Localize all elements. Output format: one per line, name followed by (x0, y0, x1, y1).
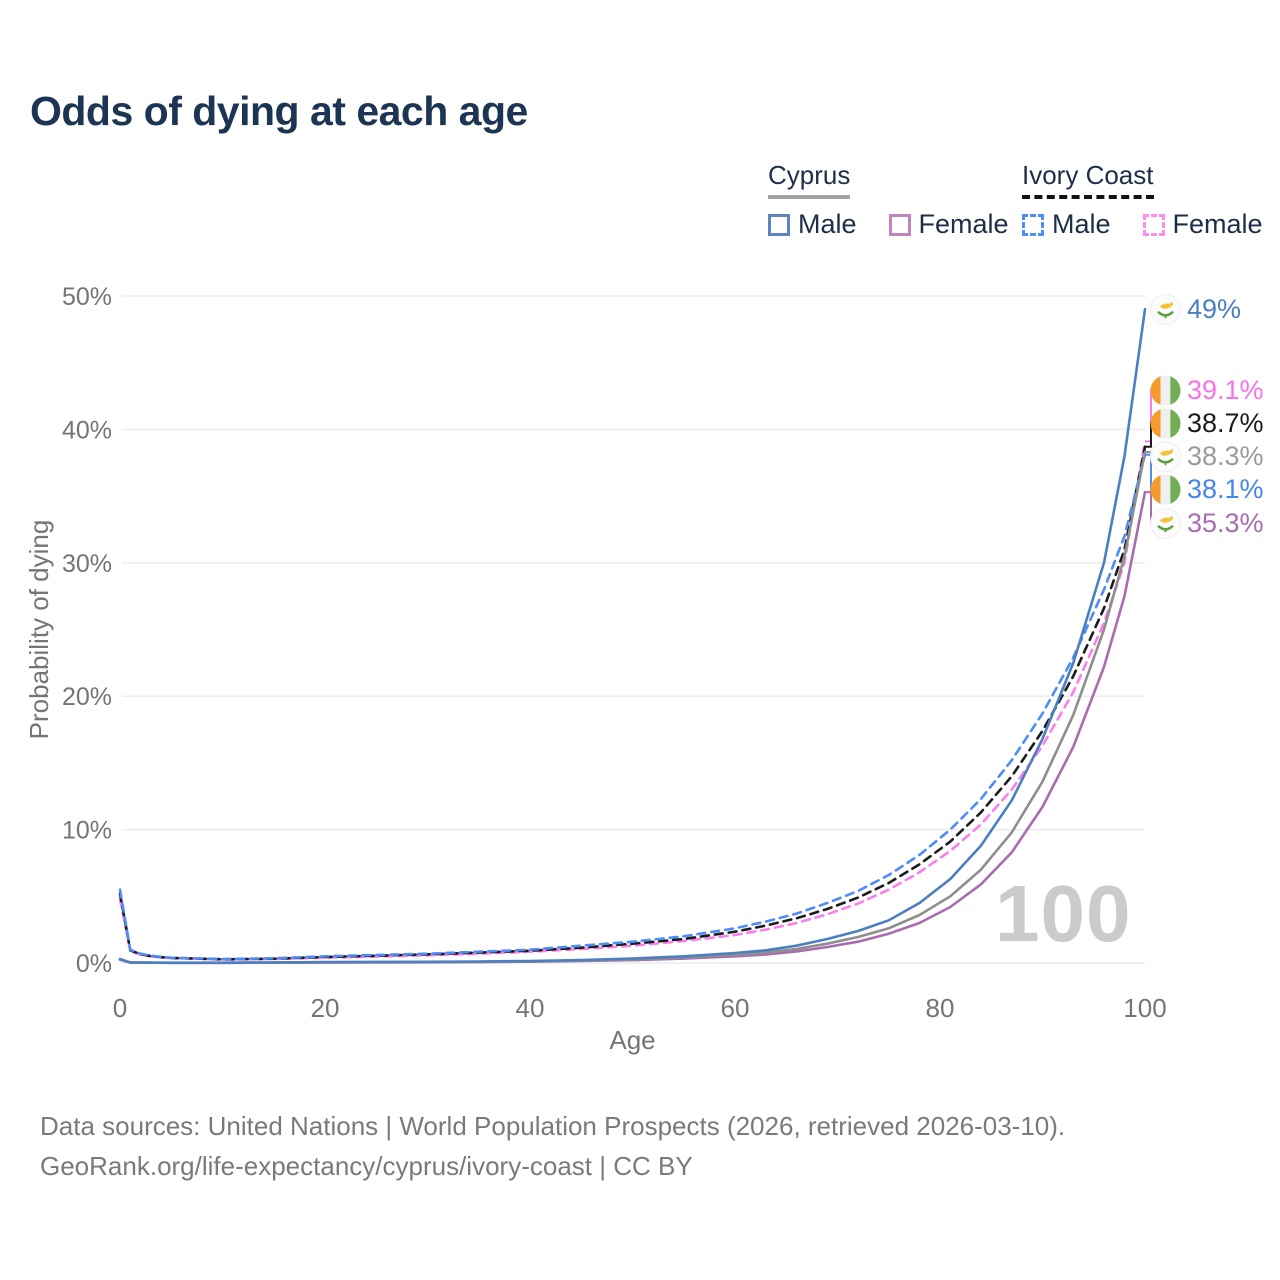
end-label-value: 38.3% (1187, 441, 1264, 471)
y-tick-label: 0% (76, 950, 112, 978)
end-label-value: 38.1% (1187, 474, 1264, 505)
legend-label-cyprus-male[interactable]: Male (798, 209, 857, 239)
legend-label-cyprus-female[interactable]: Female (918, 209, 1009, 239)
end-label-cyprus-all[interactable]: 38.3% (1150, 440, 1264, 474)
legend: Cyprus Male Female Ivory Coast Male Fema… (0, 160, 1280, 250)
line-chart: 0% 10% 20% 30% 40% 50% 0 20 40 60 80 100 Age Probabil… (24, 283, 1167, 1055)
x-tick-label: 0 (113, 993, 127, 1023)
cyprus-flag-icon (1150, 507, 1181, 539)
ivory-coast-female-swatch-icon[interactable] (1142, 213, 1165, 236)
x-tick-label: 40 (516, 993, 545, 1023)
series-line-cyprus-all[interactable] (118, 450, 1147, 965)
legend-group-ivory-coast: Ivory Coast Male Female (1022, 160, 1263, 240)
cyprus-flag-icon (1150, 293, 1181, 325)
page-title: Odds of dying at each age (30, 88, 528, 134)
x-tick-label: 100 (1123, 993, 1166, 1023)
x-tick-label: 80 (926, 993, 955, 1023)
series-line-cyprus-male[interactable] (118, 307, 1147, 965)
cyprus-female-swatch-icon[interactable] (888, 213, 911, 236)
legend-group-cyprus: Cyprus Male Female (768, 160, 1009, 240)
series-line-ivory-coast-female[interactable] (118, 440, 1147, 961)
age-counter-watermark: 100 (995, 869, 1132, 958)
series-line-ivory-coast-male[interactable] (118, 453, 1147, 961)
x-tick-label: 20 (311, 993, 340, 1023)
end-label-value: 38.7% (1187, 407, 1264, 438)
legend-label-ivory-coast-female[interactable]: Female (1172, 209, 1263, 239)
y-tick-label: 50% (62, 283, 112, 311)
end-label-ivory-coast-all[interactable]: 38.7% (1150, 406, 1264, 440)
cyprus-male-swatch-icon[interactable] (768, 213, 790, 236)
x-tick-label: 60 (721, 993, 750, 1023)
ivory-coast-flag-icon (1150, 374, 1181, 406)
end-label-value: 39.1% (1187, 374, 1264, 405)
y-tick-label: 30% (62, 550, 112, 578)
legend-header-cyprus: Cyprus (768, 160, 851, 199)
end-label-cyprus-female[interactable]: 35.3% (1150, 506, 1264, 540)
attribution-link[interactable]: GeoRank.org/life-expectancy/cyprus/ivory… (40, 1151, 693, 1181)
legend-header-ivory-coast: Ivory Coast (1022, 160, 1154, 199)
series-line-ivory-coast-all[interactable] (118, 445, 1147, 961)
y-tick-label: 10% (62, 817, 112, 845)
end-label-value: 35.3% (1187, 507, 1264, 538)
footer: Data sources: United Nations | World Pop… (40, 1106, 1065, 1186)
cyprus-flag-icon (1150, 441, 1181, 472)
x-axis-title: Age (609, 1025, 655, 1055)
ivory-coast-flag-icon (1150, 474, 1181, 505)
ivory-coast-male-swatch-icon[interactable] (1022, 213, 1044, 236)
end-label-value: 49% (1187, 293, 1242, 324)
ivory-coast-flag-icon (1150, 408, 1181, 439)
end-label-ivory-coast-male[interactable]: 38.1% (1150, 473, 1264, 507)
data-sources-text: Data sources: United Nations | World Pop… (40, 1111, 1066, 1141)
y-tick-label: 20% (62, 683, 112, 711)
legend-label-ivory-coast-male[interactable]: Male (1052, 209, 1111, 239)
y-axis-title: Probability of dying (24, 520, 54, 740)
end-label-ivory-coast-female[interactable]: 39.1% (1150, 373, 1264, 407)
y-tick-label: 40% (62, 416, 112, 444)
end-label-cyprus-male[interactable]: 49% (1150, 292, 1241, 326)
